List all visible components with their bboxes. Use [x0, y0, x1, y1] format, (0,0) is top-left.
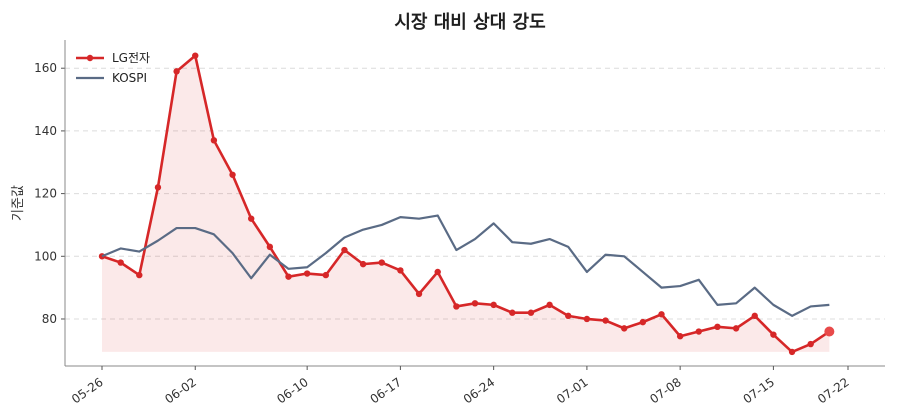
x-tick-label: 06-24	[461, 375, 498, 406]
y-tick-label: 160	[34, 61, 57, 75]
data-point	[136, 271, 143, 279]
x-tick-label: 07-15	[741, 375, 778, 406]
data-point	[434, 268, 441, 276]
y-tick-label: 80	[42, 312, 57, 326]
data-point	[471, 300, 479, 307]
y-tick-label: 140	[34, 124, 57, 138]
data-point	[714, 323, 721, 331]
y-tick-label: 100	[34, 249, 57, 263]
data-point	[676, 333, 684, 340]
legend-item-1: KOSPI	[76, 71, 147, 85]
x-tick-label: 05-26	[69, 375, 106, 406]
x-tick-label: 07-22	[815, 375, 852, 406]
data-point	[359, 260, 367, 268]
data-point	[303, 270, 311, 277]
data-point	[173, 68, 180, 75]
data-point	[583, 315, 591, 323]
data-point	[770, 331, 777, 338]
data-point	[117, 259, 124, 266]
data-point	[732, 325, 740, 332]
data-point	[397, 267, 404, 274]
series-line	[101, 54, 831, 354]
series-0	[98, 52, 835, 356]
data-point	[788, 348, 796, 356]
data-point	[658, 311, 665, 318]
data-point	[751, 312, 758, 320]
data-point	[807, 340, 814, 348]
data-point	[248, 215, 255, 222]
data-point	[210, 137, 218, 144]
grid-lines	[65, 67, 885, 320]
data-point	[546, 301, 553, 309]
x-tick-label: 07-08	[647, 375, 684, 406]
data-point	[266, 243, 274, 251]
x-tick-label: 06-02	[162, 375, 199, 406]
data-point	[621, 325, 628, 332]
data-point	[490, 301, 497, 309]
data-point	[341, 246, 348, 254]
legend-item-0: LG전자	[76, 51, 150, 65]
chart-title: 시장 대비 상대 강도	[394, 12, 545, 33]
data-point	[509, 309, 516, 316]
data-point	[695, 328, 702, 335]
y-axis-label: 기준값	[11, 185, 26, 221]
data-point	[527, 309, 535, 316]
data-point	[192, 52, 199, 59]
data-point	[322, 271, 329, 279]
legend-label: KOSPI	[112, 71, 147, 85]
y-tick-label: 120	[34, 187, 57, 201]
data-point	[824, 326, 835, 337]
series-line	[101, 214, 830, 317]
data-point	[229, 171, 236, 178]
data-point	[378, 259, 385, 266]
data-point	[453, 303, 460, 310]
data-point	[565, 312, 572, 320]
data-point	[415, 290, 423, 298]
x-tick-label: 07-01	[554, 375, 591, 406]
legend-marker	[86, 54, 94, 62]
legend-label: LG전자	[112, 51, 150, 65]
legend: LG전자 KOSPI	[76, 51, 150, 85]
series-1	[101, 214, 830, 317]
data-point	[602, 317, 609, 324]
x-tick-label: 06-10	[274, 375, 311, 406]
series-layer	[98, 52, 835, 356]
series-area	[102, 55, 830, 352]
data-point	[639, 318, 647, 326]
data-point	[154, 184, 162, 191]
x-tick-label: 06-17	[368, 375, 405, 406]
data-point	[285, 273, 292, 280]
